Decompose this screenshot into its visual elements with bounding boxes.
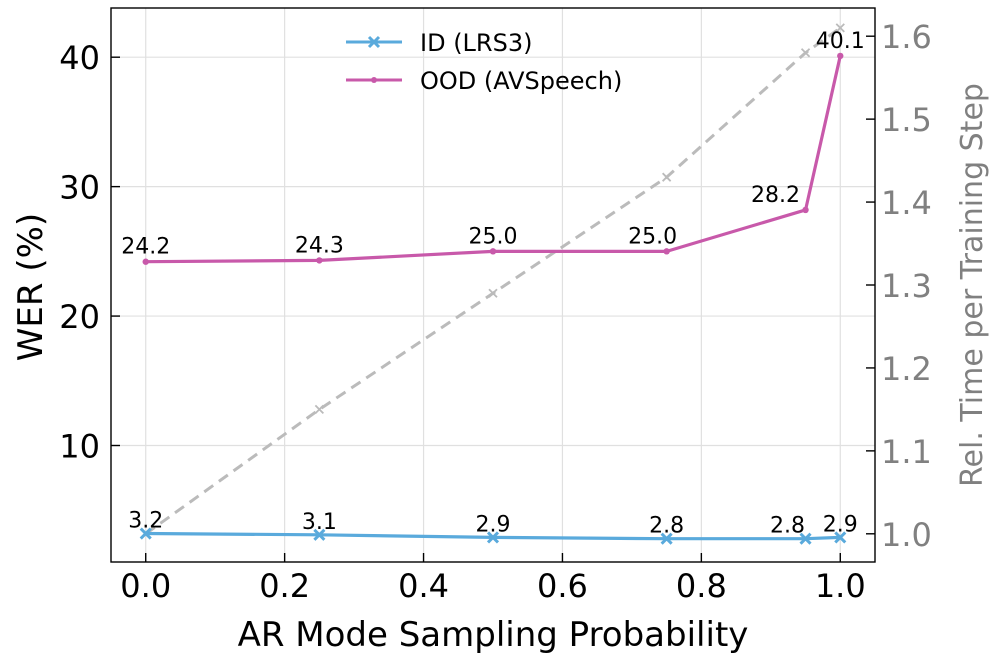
- data-label-id: 3.1: [302, 510, 337, 535]
- y-right-tick-label: 1.3: [881, 267, 932, 305]
- data-label-id: 2.8: [649, 514, 684, 539]
- y-left-tick-label: 30: [59, 169, 100, 207]
- point-ood: [802, 206, 809, 214]
- data-label-id: 2.9: [823, 512, 858, 537]
- data-label-id: 2.8: [770, 514, 805, 539]
- y-right-tick-label: 1.5: [881, 101, 932, 139]
- series-line-time: [144, 26, 842, 536]
- data-label-ood: 24.3: [295, 233, 344, 258]
- point-ood: [316, 257, 323, 264]
- y-right-tick-label: 1.1: [881, 433, 932, 471]
- data-label-ood: 25.0: [469, 224, 518, 249]
- data-label-ood: 28.2: [751, 183, 800, 208]
- point-ood: [663, 248, 670, 255]
- point-ood: [142, 258, 149, 265]
- point-id: [313, 528, 326, 541]
- point-id: [486, 531, 500, 544]
- point-id: [834, 531, 847, 544]
- x-tick-label: 0.0: [120, 567, 171, 605]
- point-time: [661, 172, 672, 182]
- point-time: [800, 48, 811, 58]
- data-label-ood: 24.2: [121, 235, 170, 260]
- x-tick-label: 0.6: [537, 567, 588, 605]
- y-left-tick-label: 40: [59, 39, 100, 77]
- x-tick-label: 0.8: [676, 567, 727, 605]
- y-right-tick-label: 1.6: [881, 18, 932, 56]
- data-label-ood: 40.1: [816, 29, 865, 54]
- y-left-tick-label: 20: [59, 298, 100, 336]
- point-time: [488, 288, 498, 298]
- point-ood: [489, 248, 497, 255]
- point-time: [835, 23, 845, 33]
- data-label-ood: 25.0: [628, 224, 677, 249]
- y-right-tick-label: 1.4: [881, 184, 932, 222]
- point-time: [314, 404, 325, 415]
- axis-ticks: 0.0 0.2 0.4 0.6 0.8 1.0 10 20 30 40 1.0 1.1 1.2 1.3 1.…: [59, 18, 932, 605]
- y-axis-label-left: WER (%): [11, 213, 51, 361]
- data-labels: 3.2 3.1 2.9 2.8 2.8 2.9 24.2 24.3 25.0 25.0 28.2 40…: [121, 29, 865, 539]
- series-line-ood: [145, 55, 842, 264]
- y-axis-label-right: Rel. Time per Training Step: [955, 83, 990, 487]
- grid-lines: [111, 8, 875, 562]
- data-label-id: 3.2: [128, 509, 163, 534]
- point-id: [660, 532, 673, 545]
- legend-label-id: ID (LRS3): [420, 29, 532, 57]
- series-line-id: [145, 531, 841, 541]
- point-id: [139, 527, 152, 540]
- y-right-tick-label: 1.0: [881, 516, 932, 554]
- x-axis-label: AR Mode Sampling Probability: [238, 615, 749, 655]
- x-tick-label: 0.2: [259, 567, 310, 605]
- x-tick-label: 0.4: [398, 567, 449, 605]
- y-right-tick-label: 1.2: [881, 350, 932, 388]
- legend: ID (LRS3) OOD (AVSpeech): [346, 29, 622, 95]
- legend-marker-id: [367, 35, 381, 49]
- y-left-tick-label: 10: [59, 428, 100, 466]
- point-id: [799, 532, 812, 545]
- legend-marker-ood: [371, 77, 377, 83]
- series-layer: [139, 23, 847, 545]
- x-tick-label: 1.0: [815, 567, 866, 605]
- data-label-id: 2.9: [476, 512, 511, 537]
- legend-label-ood: OOD (AVSpeech): [420, 67, 622, 95]
- point-ood: [837, 52, 844, 60]
